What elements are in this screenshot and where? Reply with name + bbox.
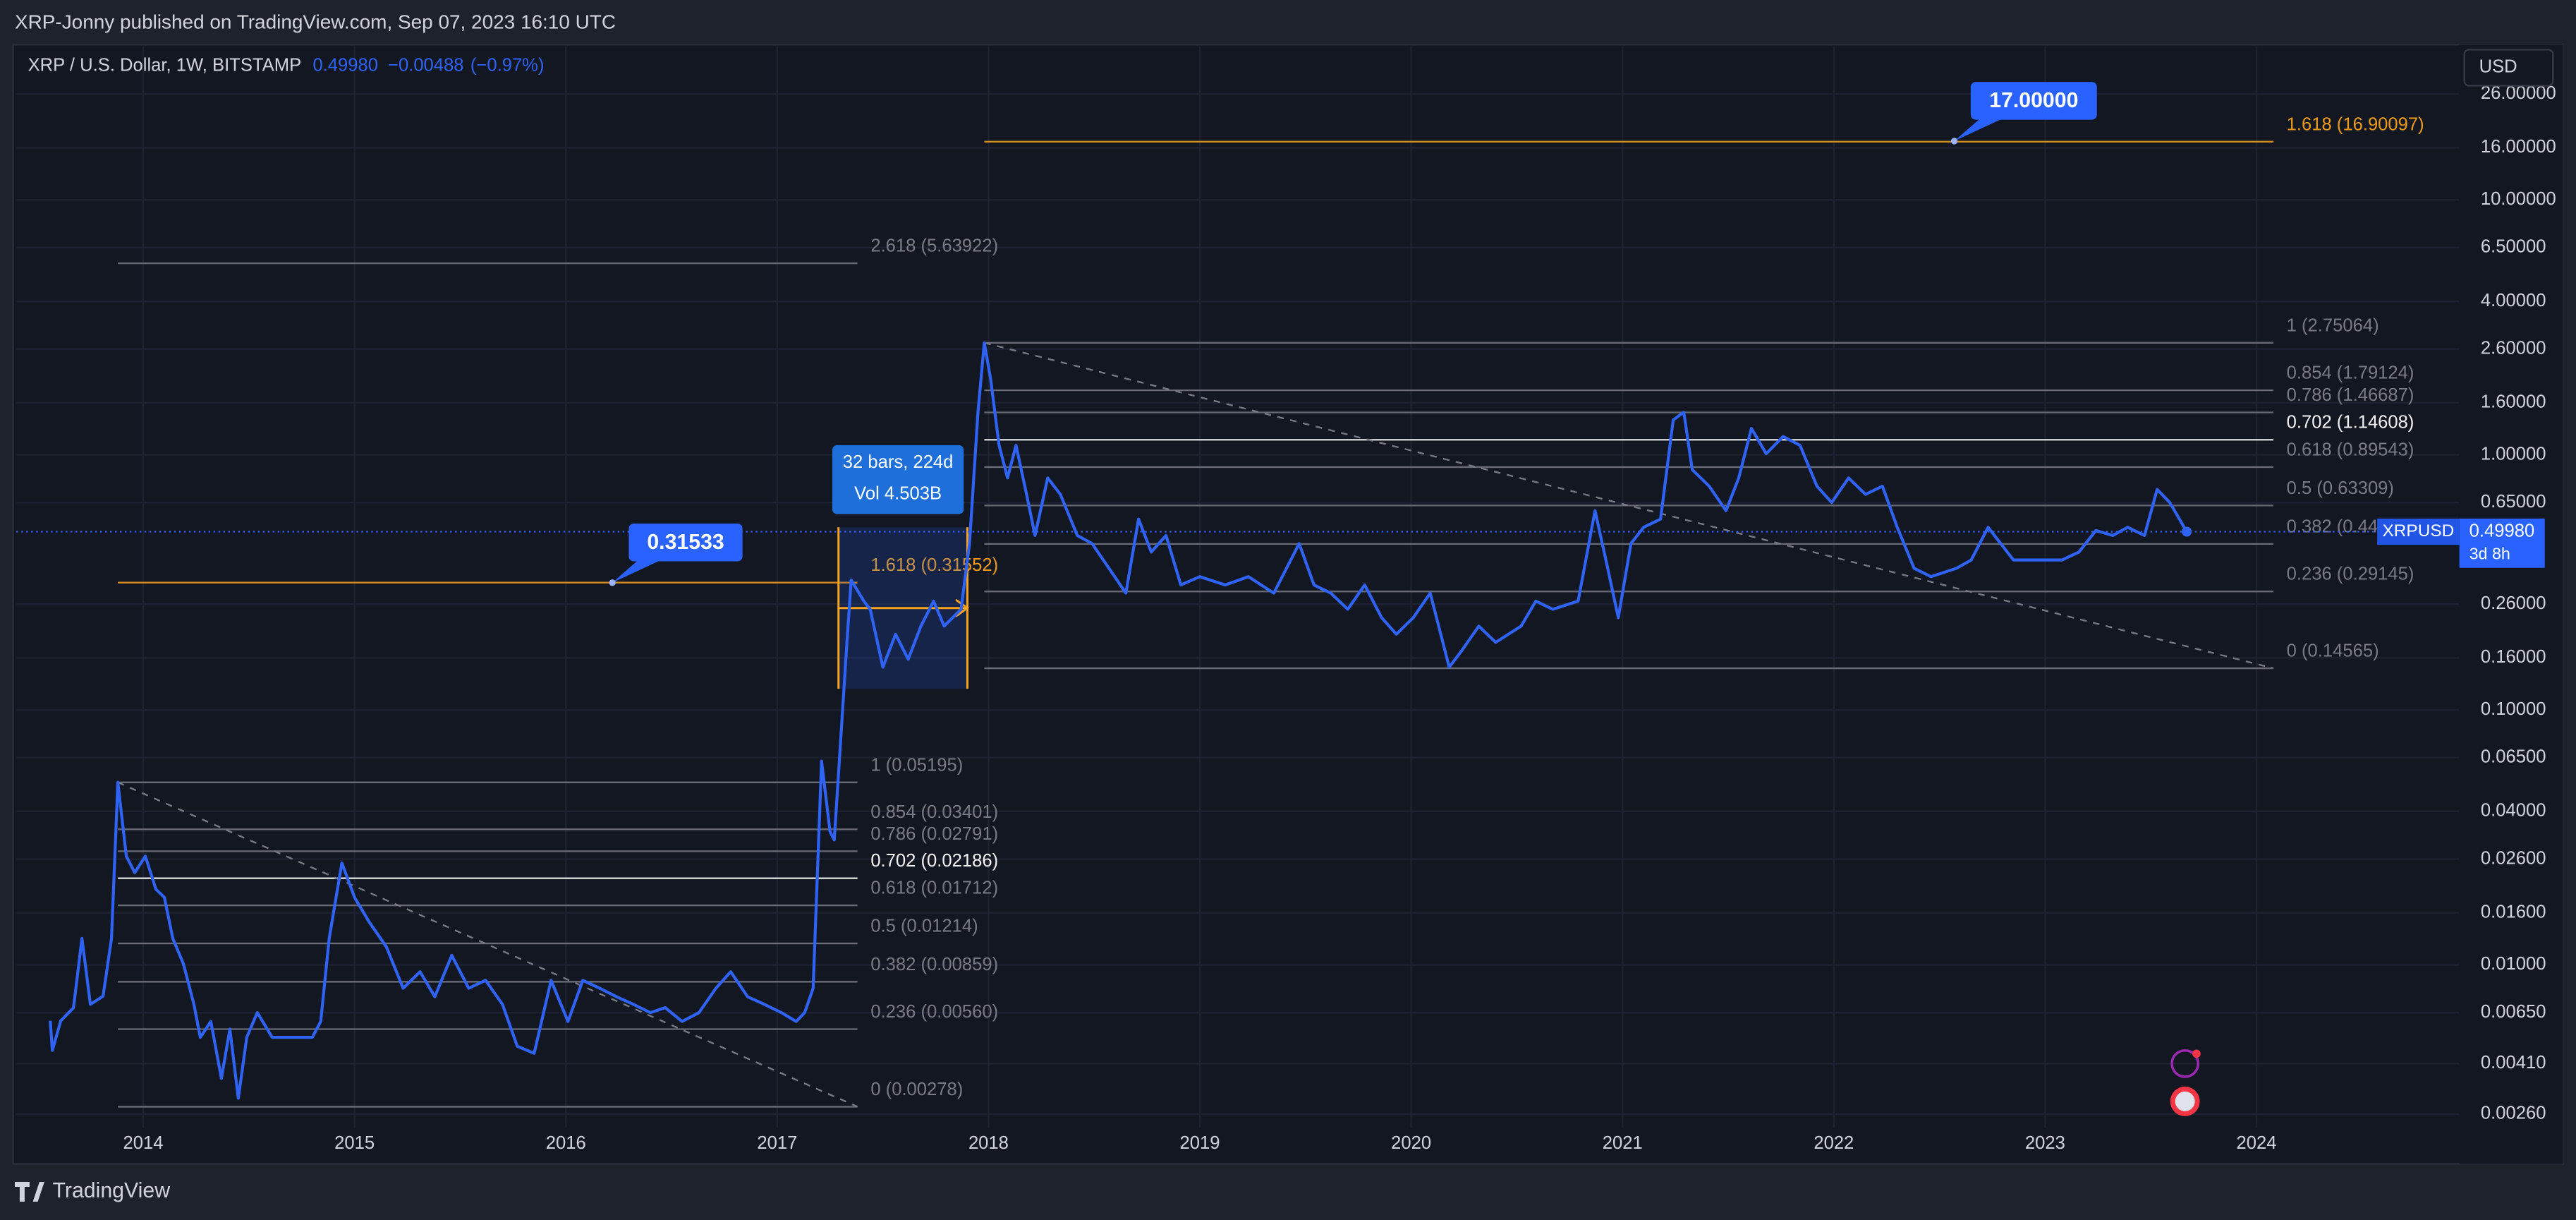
y-tick-label: 0.04000 (2481, 801, 2546, 821)
callout-label: 0.31533 (647, 531, 724, 554)
y-tick-label: 0.10000 (2481, 699, 2546, 719)
callout-point (609, 579, 616, 586)
last-point (2182, 526, 2192, 537)
fib-trend-line (117, 781, 858, 1108)
fib-level-label: 0.786 (1.46687) (2287, 385, 2414, 405)
fib-level-label: 0.702 (1.14608) (2287, 413, 2414, 433)
fib-level-label: 0.702 (0.02186) (870, 851, 998, 871)
y-tick-label: 0.01600 (2481, 902, 2546, 922)
y-tick-label: 0.02600 (2481, 848, 2546, 868)
flash-icon[interactable] (2170, 1049, 2200, 1078)
fib-level-label: 0.236 (0.00560) (870, 1002, 998, 1022)
x-tick-label: 2021 (1603, 1133, 1643, 1153)
y-tick-label: 0.26000 (2481, 593, 2546, 613)
y-tick-label: 0.65000 (2481, 492, 2546, 512)
callout-label: 17.00000 (1989, 89, 2078, 112)
callout-pointer (1954, 118, 2004, 141)
currency-label[interactable]: USD (2479, 57, 2517, 77)
x-tick-label: 2024 (2237, 1133, 2277, 1153)
y-tick-label: 0.00260 (2481, 1104, 2546, 1123)
y-tick-label: 0.01000 (2481, 954, 2546, 974)
measure-bars: 32 bars, 224d (843, 452, 954, 472)
symbol-tag (2377, 518, 2460, 545)
fib-level-label: 0.382 (0.00859) (870, 955, 998, 974)
x-tick-label: 2023 (2025, 1133, 2065, 1153)
y-tick-label: 0.06500 (2481, 747, 2546, 766)
x-tick-label: 2015 (334, 1133, 375, 1153)
fib-level-label: 0 (0.00278) (870, 1080, 963, 1099)
drawings: 2.618 (5.63922) 1.618 (0.31552) 1 (0.05195… (16, 114, 2460, 1108)
measure-volume: Vol 4.503B (854, 483, 942, 503)
y-tick-label: 0.16000 (2481, 647, 2546, 667)
fib-level-label: 1.618 (16.90097) (2287, 114, 2424, 134)
price-tag-label: 0.49980 (2469, 521, 2535, 540)
y-tick-label: 0.00410 (2481, 1053, 2546, 1073)
price-axis (2459, 44, 2563, 1164)
measure-tooltip (832, 445, 964, 514)
publish-header: XRP-Jonny published on TradingView.com, … (15, 11, 616, 32)
y-tick-label: 6.50000 (2481, 237, 2546, 257)
legend-symbol: XRP / U.S. Dollar, 1W, BITSTAMP (28, 55, 302, 75)
callout-box (628, 523, 743, 562)
callout-box (1970, 82, 2097, 120)
x-tick-label: 2020 (1391, 1133, 1431, 1153)
callout-point (1950, 138, 1958, 145)
plot (49, 341, 2192, 1100)
y-tick-label: 4.00000 (2481, 291, 2546, 310)
fib-level-label: 1 (2.75064) (2287, 315, 2379, 335)
fib-level-label: 0 (0.14565) (2287, 641, 2379, 661)
x-tick-label: 2022 (1813, 1133, 1854, 1153)
x-tick-label: 2014 (123, 1133, 164, 1153)
legend-change-pct: (−0.97%) (470, 55, 545, 75)
fib-level-label: 0.854 (0.03401) (870, 802, 998, 822)
y-tick-label: 16.00000 (2481, 137, 2556, 157)
fib-level-label: 1.618 (0.31552) (870, 555, 998, 575)
x-tick-label: 2019 (1180, 1133, 1220, 1153)
fib-level-label: 0.5 (0.63309) (2287, 478, 2394, 498)
x-tick-label: 2017 (757, 1133, 797, 1153)
fib-level-label: 0.236 (0.29145) (2287, 564, 2414, 584)
currency-button[interactable] (2463, 49, 2554, 87)
indicator-icons (2170, 1049, 2201, 1116)
footer-brand: TradingView (53, 1179, 171, 1202)
y-tick-label: 10.00000 (2481, 189, 2556, 209)
price-tag-countdown: 3d 8h (2469, 544, 2510, 562)
measure-arrow-head (955, 598, 970, 617)
y-tick-label: 1.60000 (2481, 392, 2546, 412)
fib-level-label: 1 (0.05195) (870, 755, 963, 775)
grid (16, 46, 2460, 1128)
flag-icon (2175, 1091, 2195, 1111)
fib-level-label: 0.618 (0.01712) (870, 878, 998, 898)
fib-level-label: 0.5 (0.01214) (870, 917, 978, 936)
logo-mark (14, 1182, 47, 1202)
y-tick-label: 1.00000 (2481, 444, 2546, 464)
y-tick-label: 0.00650 (2481, 1002, 2546, 1022)
flash-dot (2192, 1049, 2201, 1058)
fib-level-label: 0.786 (0.02791) (870, 824, 998, 844)
axis-labels: 26.0000016.0000010.000006.500004.000002.… (123, 83, 2556, 1153)
symbol-tag-label: XRPUSD (2382, 521, 2454, 540)
legend-price: 0.49980 (312, 55, 378, 75)
fib-level-label: 0.854 (1.79124) (2287, 363, 2414, 383)
price-tag (2459, 518, 2545, 568)
legend-change: −0.00488 (388, 55, 464, 75)
price-line (49, 341, 2188, 1100)
fib-level-label: 2.618 (5.63922) (870, 236, 998, 256)
footer-logo (14, 1182, 47, 1202)
fib-level-label: 0.618 (0.89543) (2287, 440, 2414, 459)
fib-trend-line (984, 342, 2274, 670)
x-tick-label: 2018 (968, 1133, 1009, 1153)
y-tick-label: 2.60000 (2481, 338, 2546, 358)
legend: XRP / U.S. Dollar, 1W, BITSTAMP 0.49980 −0… (28, 55, 545, 75)
x-tick-label: 2016 (546, 1133, 586, 1153)
overlays: 32 bars, 224d Vol 4.503B 0.31533 17.00000 XR… (609, 82, 2460, 586)
